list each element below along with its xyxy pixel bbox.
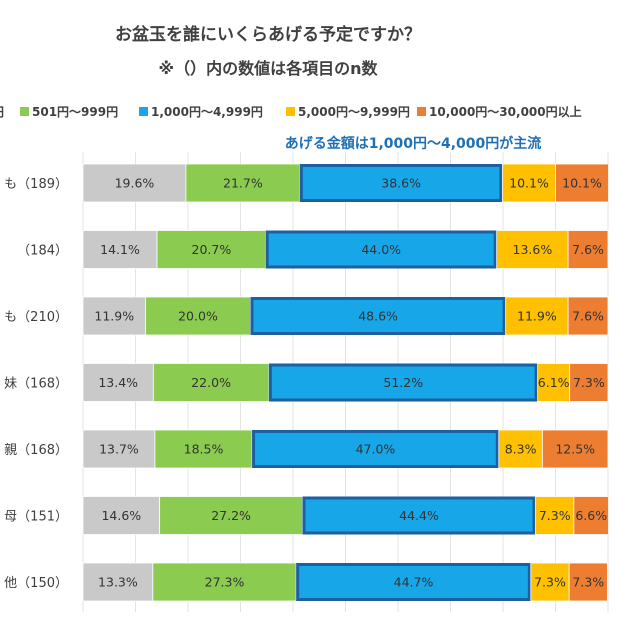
bar-segment <box>152 562 297 602</box>
data-label: 7.3% <box>572 575 604 590</box>
data-label: 12.5% <box>555 442 595 457</box>
bar-segment <box>252 430 499 468</box>
legend: 円 501円～999円 1,000円～4,999円 5,000円～9,999円 10,0… <box>0 104 582 119</box>
bar-segment <box>82 163 187 203</box>
data-label: 21.7% <box>223 176 263 191</box>
bar-segment <box>82 230 158 269</box>
bar-segment <box>265 230 497 269</box>
legend-swatch <box>20 107 29 116</box>
bar-segment <box>530 562 570 602</box>
bar-segment <box>567 230 609 269</box>
bar-segment <box>496 230 569 269</box>
data-label: 7.3% <box>573 375 605 390</box>
data-label: 6.6% <box>575 508 607 523</box>
chart-title: お盆玉を誰にいくらあげる予定ですか？ <box>115 24 421 45</box>
bar-segment <box>185 163 301 203</box>
category-label: 母（151） <box>4 510 68 525</box>
data-label: 6.1% <box>538 375 570 390</box>
data-label: 13.6% <box>513 242 553 257</box>
legend-swatch <box>417 107 426 116</box>
bar-segment <box>535 496 575 535</box>
bars: 19.6% 21.7% 38.6% 10.1% 10.1% 14.1% 20.7% 44.0%… <box>82 163 609 602</box>
bar-segment <box>268 363 538 402</box>
data-label: 11.9% <box>517 309 557 324</box>
data-label: 27.2% <box>211 508 251 523</box>
data-label: 13.7% <box>99 442 139 457</box>
legend-label: 円 <box>0 105 4 119</box>
data-label: 22.0% <box>191 375 231 390</box>
data-label: 27.3% <box>205 575 245 590</box>
category-label: も（189） <box>4 177 68 192</box>
category-label: 親（168） <box>4 443 68 458</box>
data-label: 51.2% <box>383 375 423 390</box>
bar-segment <box>145 296 251 336</box>
data-label: 47.0% <box>356 442 396 457</box>
legend-label: 1,000円～4,999円 <box>151 105 263 119</box>
chart-annotation: あげる金額は1,000円～4,000円が主流 <box>285 135 542 152</box>
bar-segment <box>299 164 503 202</box>
legend-label: 501円～999円 <box>32 105 118 119</box>
data-label: 13.3% <box>98 575 138 590</box>
data-label: 13.4% <box>98 375 138 390</box>
bar-segment <box>573 496 609 535</box>
bar-segment <box>250 297 506 335</box>
data-label: 14.1% <box>100 242 140 257</box>
legend-label: 5,000円～9,999円 <box>298 105 410 119</box>
chart-subtitle: ※（）内の数値は各項目のn数 <box>159 59 379 78</box>
data-label: 44.7% <box>394 575 434 590</box>
bar-segment <box>568 562 608 602</box>
bar-segment <box>82 429 156 469</box>
data-label: 44.0% <box>361 242 401 257</box>
category-label: 他（150） <box>4 576 68 591</box>
bar-segment <box>555 163 609 203</box>
bar-segment <box>152 363 270 402</box>
bar-segment <box>505 296 569 336</box>
data-label: 7.6% <box>572 309 604 324</box>
bar-segment <box>302 496 536 535</box>
bar-segment <box>541 429 609 469</box>
bar-segment <box>154 429 253 469</box>
data-label: 11.9% <box>94 309 134 324</box>
category-label: 妹（168） <box>4 377 68 392</box>
data-label: 14.6% <box>101 508 141 523</box>
data-label: 48.6% <box>358 309 398 324</box>
bar-segment <box>567 296 609 336</box>
data-label: 7.3% <box>534 575 566 590</box>
bar-segment <box>159 496 303 535</box>
data-label: 10.1% <box>562 176 602 191</box>
data-label: 20.0% <box>178 309 218 324</box>
legend-swatch <box>286 107 295 116</box>
data-label: 38.6% <box>381 176 421 191</box>
legend-swatch <box>139 107 148 116</box>
data-label: 10.1% <box>509 176 549 191</box>
category-label: （184） <box>17 244 68 259</box>
data-label: 44.4% <box>399 508 439 523</box>
category-labels: も（189） （184） も（210） 妹（168） 親（168） 母（151） 他（150… <box>4 177 68 591</box>
data-label: 7.6% <box>572 242 604 257</box>
bar-segment <box>82 562 154 602</box>
legend-label: 10,000円～30,000円以上 <box>429 104 582 119</box>
data-label: 18.5% <box>184 442 224 457</box>
bar-segment <box>296 563 531 601</box>
category-label: も（210） <box>4 310 68 325</box>
bar-segment <box>569 363 609 402</box>
data-label: 19.6% <box>115 176 155 191</box>
data-label: 20.7% <box>192 242 232 257</box>
data-label: 8.3% <box>505 442 537 457</box>
data-label: 7.3% <box>539 508 571 523</box>
